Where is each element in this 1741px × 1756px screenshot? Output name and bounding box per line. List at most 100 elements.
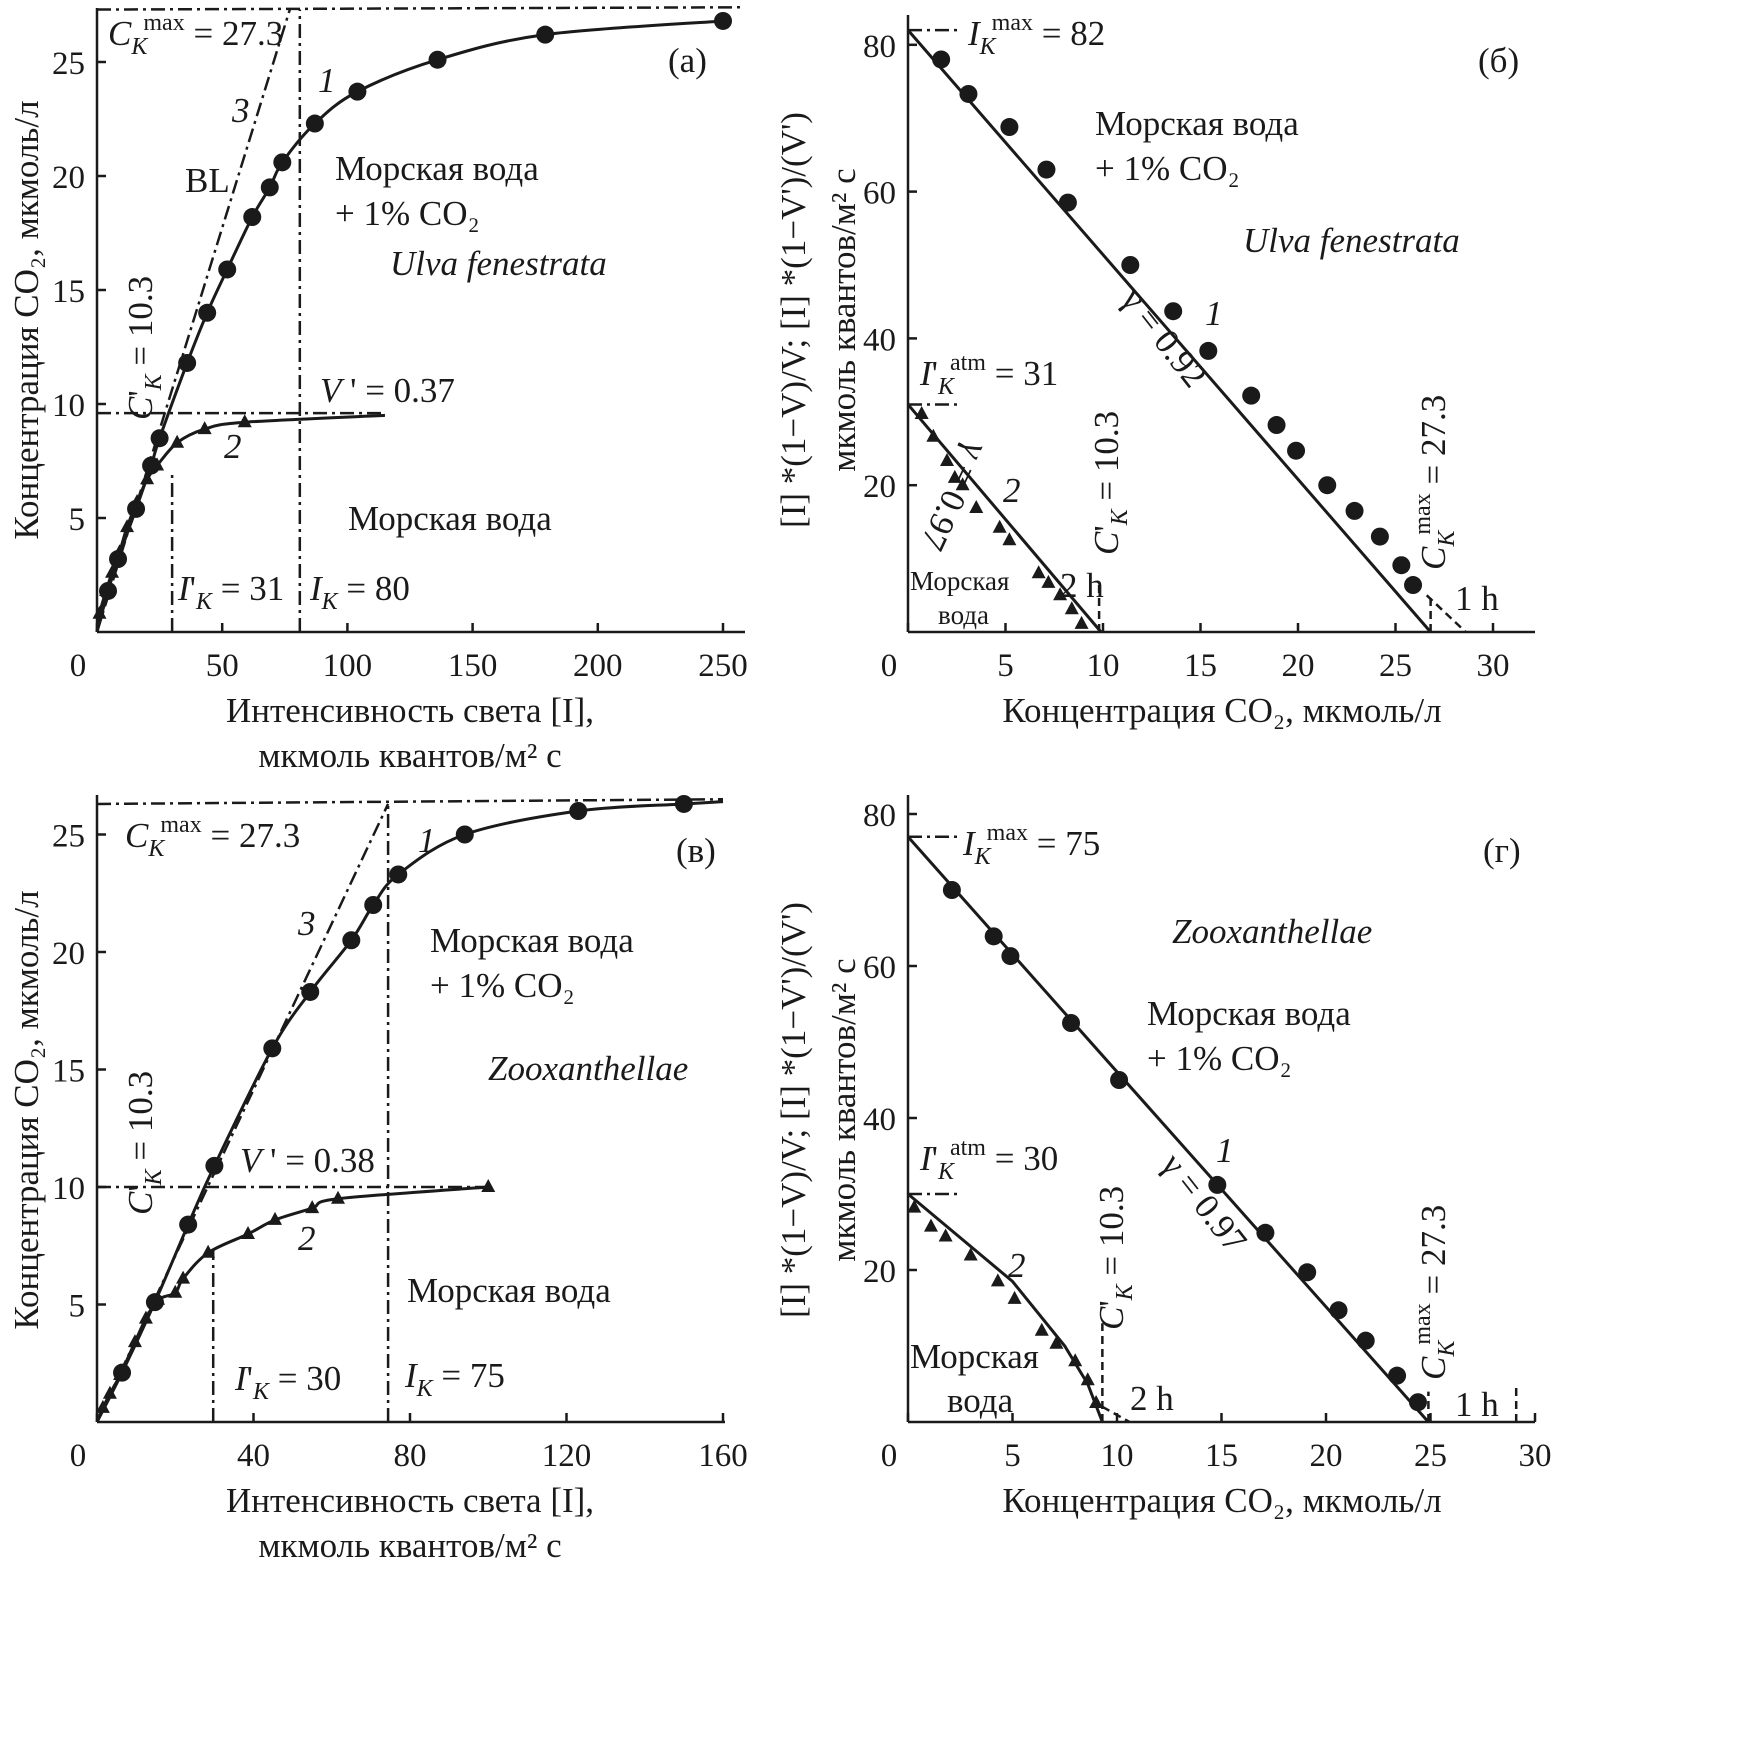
y-tick-label: 60	[863, 950, 896, 986]
data-point-circle	[536, 25, 555, 44]
annotation: C'K = 10.3	[1092, 1186, 1138, 1330]
data-point-circle	[301, 982, 320, 1001]
x-tick-label: 20	[1282, 648, 1315, 684]
annotation-part: K	[1434, 529, 1460, 548]
reference-line	[96, 6, 744, 11]
data-point-triangle	[1049, 1335, 1064, 1349]
data-point-triangle	[176, 1270, 191, 1284]
data-point-circle	[263, 1039, 282, 1058]
annotation-part: I	[962, 824, 977, 863]
fit-line-1	[906, 29, 1432, 633]
x-tick-label: 40	[237, 1438, 270, 1474]
data-point-circle	[1256, 1223, 1275, 1242]
annotation: 1	[318, 61, 336, 100]
data-point-circle	[1062, 1014, 1081, 1032]
y-axis-label: [I] *(1−V)/V; [I] *(1−V')/(V')	[774, 902, 813, 1318]
annotation: C'K = 10.3	[1087, 411, 1133, 555]
x-tick-label: 150	[448, 648, 498, 684]
annotation-part: C	[1092, 1306, 1131, 1330]
data-point-triangle	[992, 519, 1007, 533]
x-tick-label: 100	[323, 648, 373, 684]
annotation-part: (в)	[676, 831, 716, 870]
data-point-circle	[198, 303, 217, 322]
annotation-part: 2	[298, 1219, 316, 1258]
annotation-part: = 30	[986, 1139, 1058, 1178]
annotation: (б)	[1478, 41, 1519, 80]
annotation-part: = 75	[433, 1356, 505, 1395]
annotation: 1	[1216, 1131, 1234, 1170]
annotation-part: max	[1410, 1303, 1436, 1344]
data-point-circle	[218, 260, 237, 279]
annotation-part: K	[1434, 1339, 1460, 1358]
data-point-circle	[342, 931, 361, 950]
data-point-circle	[569, 802, 588, 820]
annotation-part: I	[919, 1139, 934, 1178]
annotation: Zooxanthellae	[1172, 912, 1372, 951]
data-point-circle	[150, 429, 169, 448]
y-tick-label: 40	[863, 322, 896, 358]
annotation: C'K = 10.3	[121, 276, 167, 420]
annotation: + 1% CO₂	[430, 966, 575, 1005]
x-tick-label: 0	[70, 648, 87, 684]
y-tick-label: 20	[863, 469, 896, 505]
annotation-part: max	[160, 812, 201, 838]
annotation-part: 1	[1205, 294, 1223, 333]
annotation-part: + 1% CO₂	[1147, 1039, 1292, 1078]
x-tick-label: 250	[698, 648, 748, 684]
annotation-part: K	[321, 589, 340, 615]
annotation-part: BL	[185, 161, 230, 200]
data-point-circle	[942, 881, 961, 899]
annotation-part: = 80	[338, 569, 410, 608]
data-point-triangle	[955, 477, 970, 491]
annotation-part: вода	[938, 600, 989, 630]
annotation-part: γ = 0.92	[1113, 280, 1215, 395]
y-tick-label: 15	[52, 274, 85, 310]
x-tick-label: 30	[1519, 1438, 1552, 1474]
annotation-part: '	[932, 354, 938, 393]
annotation-part: + 1% CO₂	[1095, 149, 1240, 188]
annotation-part: K	[416, 1376, 435, 1402]
annotation-part: 1	[418, 821, 436, 860]
annotation: 2 h	[1130, 1379, 1174, 1418]
data-point-circle	[1242, 386, 1261, 405]
x-tick-label: 0	[70, 1438, 87, 1474]
annotation-part: '	[932, 1139, 938, 1178]
data-point-circle	[178, 353, 197, 372]
annotation-part: = 27.3	[202, 816, 301, 855]
y-tick-label: 10	[52, 1171, 85, 1207]
annotation-part: I	[234, 1359, 249, 1398]
annotation-part: C	[121, 396, 160, 420]
data-point-circle	[1318, 476, 1337, 495]
annotation: Морская вода	[348, 499, 552, 538]
annotation: (г)	[1483, 831, 1521, 870]
data-point-triangle	[1068, 1353, 1083, 1367]
annotation-part: 1	[318, 61, 336, 100]
annotation-part: K	[130, 34, 149, 60]
annotation: (в)	[676, 831, 716, 870]
annotation-part: atm	[950, 1135, 986, 1161]
annotation-part: 2	[224, 427, 242, 466]
annotation-part: 2	[1008, 1246, 1026, 1285]
annotation: 1 h	[1455, 579, 1499, 618]
annotation-part: K	[147, 836, 166, 862]
data-point-triangle	[168, 1284, 183, 1298]
y-tick-label: 25	[52, 46, 85, 82]
data-point-triangle	[127, 1334, 142, 1348]
data-point-circle	[428, 50, 447, 69]
annotation-part: Морская вода	[1095, 104, 1299, 143]
x-tick-label: 30	[1477, 648, 1510, 684]
annotation: 3	[297, 904, 316, 943]
annotation-part: '	[190, 569, 196, 608]
annotation-part: = 10.3	[121, 276, 160, 375]
annotation-part: max	[987, 820, 1028, 846]
annotation: 1 h	[1455, 1385, 1499, 1424]
y-tick-label: 5	[69, 502, 86, 538]
x-tick-label: 10	[1101, 1438, 1134, 1474]
annotation: CKmax = 27.3	[1410, 1205, 1460, 1380]
annotation-part: = 10.3	[121, 1071, 160, 1170]
annotation-part: Ulva fenestrata	[390, 244, 607, 283]
annotation: I'K = 30	[234, 1359, 341, 1405]
data-point-circle	[260, 178, 279, 197]
annotation: Zooxanthellae	[488, 1049, 688, 1088]
annotation: вода	[947, 1381, 1014, 1420]
